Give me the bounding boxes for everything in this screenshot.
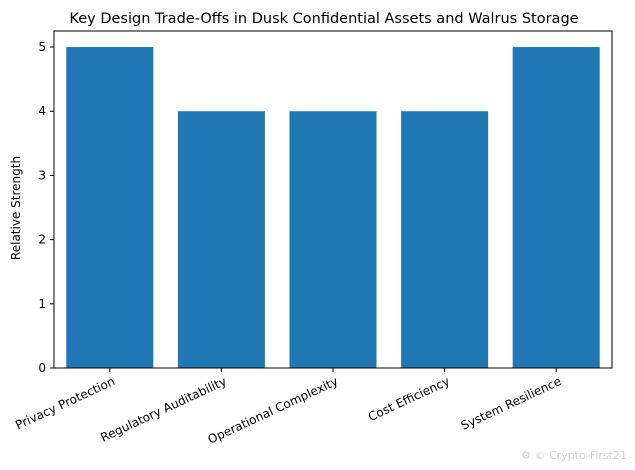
bar-regulatory-auditability [177,111,265,368]
x-tick-label: System Resilience [459,374,564,433]
watermark: ⚙ © Crypto-First21 [521,449,627,462]
x-tick-label: Privacy Protection [13,374,117,432]
bar-privacy-protection [66,47,154,369]
x-tick-label: Cost Efficiency [366,374,452,424]
y-tick-label: 2 [38,233,46,247]
plot-frame [53,30,613,369]
y-ticks-group: 0 1 2 3 4 5 [38,40,54,375]
y-tick-label: 1 [38,297,46,311]
bar-operational-complexity [289,111,377,368]
y-tick-label: 5 [38,40,46,54]
bar-cost-efficiency [401,111,489,368]
watermark-icon: ⚙ © [521,449,549,462]
y-tick-label: 3 [38,168,46,182]
bars-group [66,47,600,369]
y-tick-label: 0 [38,361,46,375]
y-tick-label: 4 [38,104,46,118]
y-axis-label: Relative Strength [9,156,23,260]
chart-title: Key Design Trade-Offs in Dusk Confidenti… [69,11,578,27]
watermark-text: Crypto-First21 [548,449,627,462]
bar-system-resilience [512,47,600,369]
